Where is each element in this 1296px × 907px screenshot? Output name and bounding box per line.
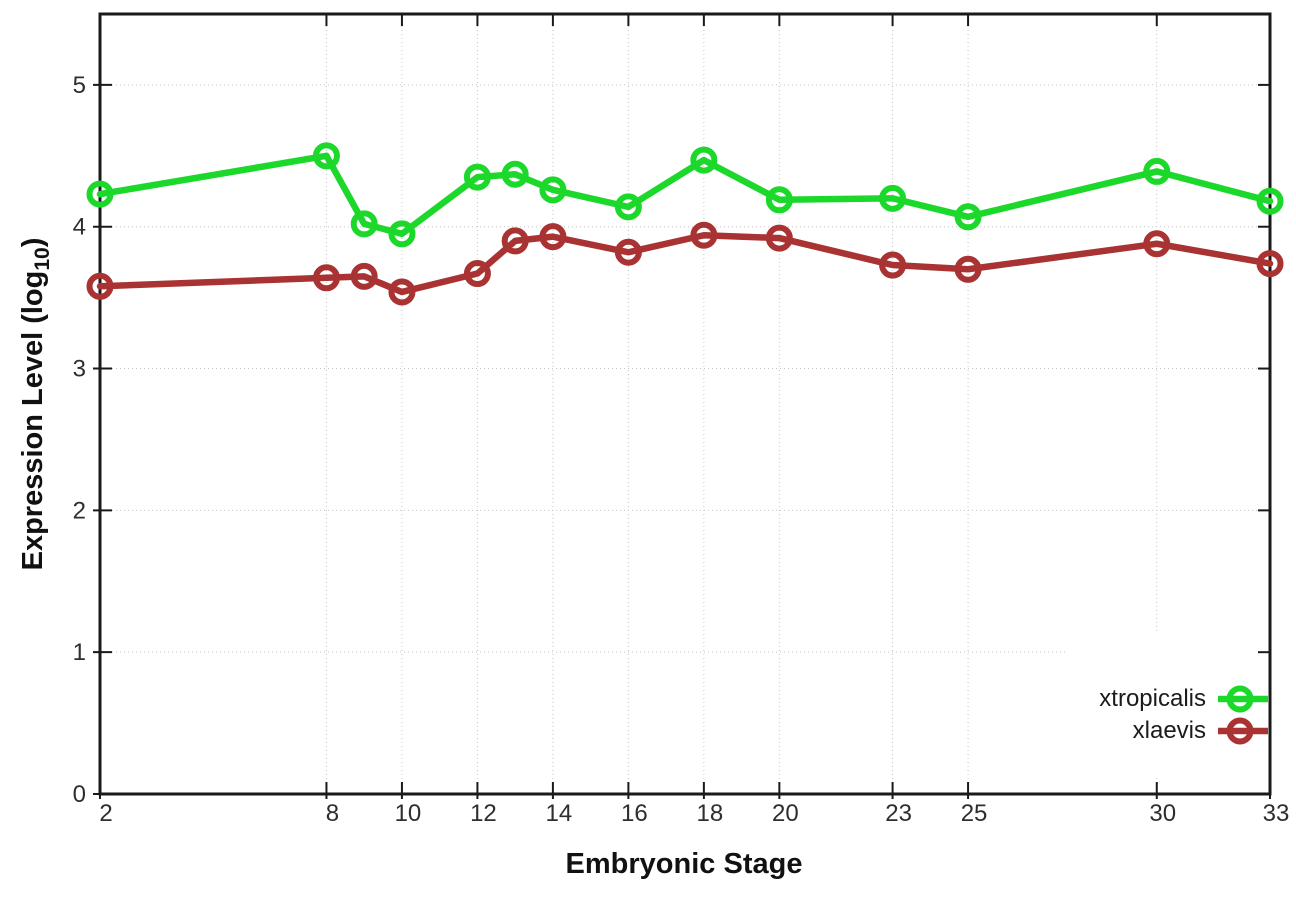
data-point-xlaevis: [539, 223, 567, 251]
data-point-xtropicalis: [350, 210, 378, 238]
x-tick-label: 23: [885, 800, 912, 827]
data-point-xlaevis: [1143, 230, 1171, 258]
data-point-xtropicalis: [1143, 157, 1171, 185]
y-axis-title-subscript: 10: [31, 247, 54, 271]
data-point-xlaevis: [765, 224, 793, 252]
data-point-xtropicalis: [1256, 187, 1284, 215]
y-tick-label: 0: [73, 781, 86, 808]
y-tick-label: 3: [73, 356, 86, 383]
data-point-xlaevis: [312, 264, 340, 292]
legend-entry-xlaevis: xlaevis: [1133, 715, 1268, 747]
data-point-xlaevis: [388, 278, 416, 306]
data-point-xtropicalis: [690, 146, 718, 174]
x-tick-label: 20: [772, 800, 799, 827]
data-point-xtropicalis: [388, 220, 416, 248]
data-point-xlaevis: [954, 255, 982, 283]
data-point-xlaevis: [350, 262, 378, 290]
x-axis-title: Embryonic Stage: [565, 848, 803, 880]
legend-marker-xlaevis: [1218, 717, 1268, 745]
data-point-xtropicalis: [765, 186, 793, 214]
y-tick-label: 5: [73, 72, 86, 99]
legend-label-xlaevis: xlaevis: [1132, 717, 1206, 744]
y-tick-label: 2: [73, 497, 86, 524]
data-point-xtropicalis: [312, 142, 340, 170]
data-point-xlaevis: [879, 251, 907, 279]
x-tick-label: 14: [546, 800, 573, 827]
x-tick-label: 12: [470, 800, 497, 827]
x-tick-label: 25: [961, 800, 988, 827]
legend-background: [1068, 632, 1270, 778]
y-axis-title: Expression Level (log10): [17, 238, 55, 571]
legend-entry-xtropicalis: xtropicalis: [1099, 683, 1268, 715]
legend-label-xtropicalis: xtropicalis: [1099, 685, 1206, 712]
y-axis-title-text: Expression Level (log: [17, 270, 49, 571]
data-point-xtropicalis: [86, 180, 114, 208]
x-tick-label: 30: [1149, 800, 1176, 827]
data-point-xtropicalis: [463, 163, 491, 191]
data-point-xtropicalis: [614, 193, 642, 221]
y-tick-label: 1: [73, 639, 86, 666]
data-point-xlaevis: [463, 260, 491, 288]
legend-marker-xtropicalis: [1218, 685, 1268, 713]
y-axis-title-suffix: ): [17, 237, 49, 248]
data-point-xtropicalis: [954, 203, 982, 231]
x-tick-label: 33: [1263, 800, 1290, 827]
y-tick-label: 4: [73, 214, 86, 241]
data-point-xlaevis: [614, 238, 642, 266]
data-point-xtropicalis: [539, 176, 567, 204]
x-tick-label: 8: [326, 800, 339, 827]
data-point-xlaevis: [501, 227, 529, 255]
data-point-xlaevis: [1256, 250, 1284, 278]
data-point-xtropicalis: [879, 184, 907, 212]
x-tick-label: 16: [621, 800, 648, 827]
x-tick-label: 18: [697, 800, 724, 827]
legend: xtropicalis xlaevis: [1099, 683, 1268, 747]
data-point-xlaevis: [690, 221, 718, 249]
data-point-xlaevis: [86, 272, 114, 300]
series-line-xtropicalis: [96, 152, 1274, 238]
data-point-xtropicalis: [501, 160, 529, 188]
x-tick-label: 2: [99, 800, 112, 827]
plot-border: [98, 12, 1272, 796]
series-line-xlaevis: [96, 231, 1274, 296]
x-tick-label: 10: [395, 800, 422, 827]
